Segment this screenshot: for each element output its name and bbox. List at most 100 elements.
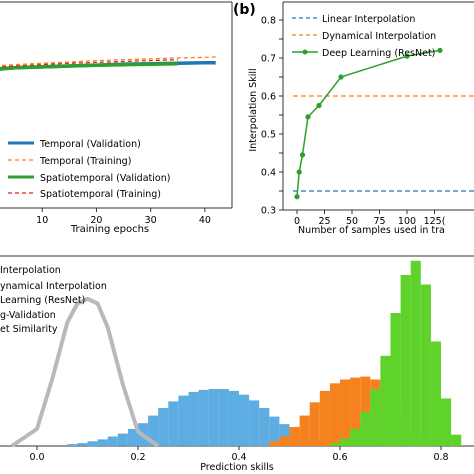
hist-bar-learning-resnet-8: [410, 260, 421, 447]
hist-bar-learning-resnet-11: [441, 398, 452, 446]
series-line-temporal-training: [0, 56, 216, 67]
x-tick-label-10: 10: [36, 215, 48, 226]
panel-a-legend: Temporal (Validation) Temporal (Training…: [8, 139, 170, 200]
series-line-spatiotemporal-validation: [0, 62, 178, 71]
hist-bar-ynamical-interpolation-1: [279, 436, 290, 446]
hist-bar-learning-resnet-0: [329, 443, 340, 446]
hist-bar-interpolation-10: [168, 401, 179, 446]
panel-a-x-ticks: 10 20 30 40: [36, 208, 211, 226]
hist-bar-interpolation-0: [67, 444, 78, 446]
panel-b-y-axis-label: Interpolation Skill: [248, 68, 259, 151]
hist-bar-interpolation-20: [269, 416, 280, 446]
hist-bar-learning-resnet-1: [340, 438, 351, 446]
hist-bar-ynamical-interpolation-9: [360, 376, 371, 446]
series-point-deep-learning-resnet-3: [305, 114, 311, 120]
hist-bar-interpolation-19: [259, 408, 270, 446]
hist-bar-learning-resnet-5: [380, 355, 391, 447]
hist-bar-interpolation-16: [228, 390, 239, 446]
hist-bar-interpolation-1: [77, 443, 88, 446]
hist-bar-interpolation-9: [158, 408, 169, 446]
hist-bar-ynamical-interpolation-3: [299, 415, 310, 446]
panel-b-interpolation-skill: (b) Interpolation Skill 0.30.40.50.60.70…: [233, 1, 474, 236]
hist-bar-interpolation-3: [97, 439, 108, 446]
x-tick-label-0_8: 0.8: [433, 452, 448, 463]
panel-c-series-group: [10, 260, 462, 448]
legend-label-deep-learning: Deep Learning (ResNet): [322, 48, 435, 59]
y-tick-label-0_8: 0.8: [261, 16, 276, 27]
x-tick-label-30: 30: [145, 215, 157, 226]
series-point-deep-learning-resnet-5: [338, 74, 344, 80]
series-line-spatiotemporal-training: [0, 59, 178, 68]
panel-b-series-group: [293, 47, 474, 200]
series-curve-et-similarity: [10, 296, 160, 448]
legend-label-deep-learning-c: Learning (ResNet): [0, 295, 85, 306]
legend-label-similarity-c: et Similarity: [0, 324, 58, 335]
y-tick-label-0_4: 0.4: [261, 168, 276, 179]
x-tick-label-0_6: 0.6: [332, 452, 347, 463]
x-tick-label-0: 0: [294, 216, 300, 227]
hist-bar-ynamical-interpolation-4: [309, 402, 320, 446]
hist-bar-learning-resnet-9: [420, 284, 431, 446]
y-tick-label-0_3: 0.3: [261, 206, 276, 217]
legend-label-validation-c: g-Validation: [0, 310, 56, 321]
series-point-deep-learning-resnet-6: [404, 53, 410, 59]
hist-bar-ynamical-interpolation-7: [340, 379, 351, 446]
legend-label-linear-interpolation: Linear Interpolation: [322, 14, 415, 25]
hist-bar-interpolation-8: [148, 415, 159, 446]
panel-c-prediction-skill-histogram: 0.0 0.2 0.4 0.6 0.8 Prediction skills Interp…: [0, 255, 474, 473]
panel-c-legend: Interpolation ynamical Interpolation Lea…: [0, 265, 107, 335]
hist-bar-interpolation-21: [279, 424, 290, 446]
hist-bar-learning-resnet-6: [390, 313, 401, 446]
x-tick-label-0: 0.0: [29, 452, 44, 463]
x-tick-label-50: 50: [346, 216, 358, 227]
series-line-deep-learning-resnet: [296, 49, 441, 197]
series-point-deep-learning-resnet-2: [299, 152, 306, 158]
hist-bar-interpolation-18: [249, 400, 260, 446]
panel-b-x-ticks: 0 25 50 75 100 125(: [294, 210, 445, 227]
hist-bar-ynamical-interpolation-2: [289, 427, 300, 446]
hist-bar-interpolation-4: [107, 436, 118, 446]
hist-bar-learning-resnet-12: [451, 434, 462, 446]
y-tick-label-0_5: 0.5: [261, 130, 276, 141]
series-point-deep-learning-resnet-7: [437, 47, 443, 54]
hist-bar-learning-resnet-10: [430, 341, 441, 446]
hist-bar-interpolation-2: [87, 441, 98, 447]
panel-c-x-ticks: 0.0 0.2 0.4 0.6 0.8: [29, 446, 449, 463]
hist-bar-learning-resnet-4: [370, 389, 381, 446]
legend-label-temporal-training: Temporal (Training): [39, 156, 131, 167]
panel-b-label: (b): [233, 2, 256, 18]
hist-bar-interpolation-13: [198, 389, 209, 446]
x-tick-label-0_4: 0.4: [231, 452, 246, 463]
legend-label-dynamical-interpolation-c: ynamical Interpolation: [0, 281, 107, 292]
series-point-deep-learning-resnet-4: [316, 102, 322, 109]
hist-bar-learning-resnet-2: [350, 428, 361, 446]
panel-c-x-axis-label: Prediction skills: [200, 462, 274, 473]
hist-bar-interpolation-17: [239, 394, 250, 446]
panel-b-legend: Linear Interpolation Dynamical Interpola…: [292, 14, 436, 59]
panel-a-series-group: [0, 56, 216, 71]
x-tick-label-20: 20: [90, 215, 102, 226]
panel-a-training-curves: 10 20 30 40 Training epochs Temporal (Valid…: [0, 1, 233, 235]
hist-bar-ynamical-interpolation-6: [329, 383, 340, 446]
series-point-deep-learning-resnet-1: [296, 169, 302, 175]
legend-label-linear-interpolation-c: Interpolation: [0, 265, 61, 276]
x-tick-label-25: 25: [318, 216, 330, 227]
hist-bar-interpolation-6: [127, 428, 138, 446]
x-tick-label-0_2: 0.2: [130, 452, 145, 463]
hist-bar-interpolation-11: [178, 395, 189, 446]
hist-bar-ynamical-interpolation-5: [319, 390, 330, 446]
hist-bar-interpolation-15: [218, 389, 229, 446]
hist-bar-ynamical-interpolation-8: [350, 377, 361, 446]
hist-bar-interpolation-5: [117, 433, 128, 446]
panel-a-x-axis-label: Training epochs: [70, 224, 149, 235]
panel-b-x-axis-label: Number of samples used in tra: [298, 225, 445, 236]
hist-bar-interpolation-12: [188, 391, 199, 446]
x-tick-label-40: 40: [199, 215, 211, 226]
legend-label-spatiotemporal-training: Spatiotemporal (Training): [40, 189, 161, 200]
x-tick-label-125: 125(: [424, 216, 446, 227]
legend-label-temporal-validation: Temporal (Validation): [39, 139, 141, 150]
panel-b-y-ticks: 0.3 0.4 0.5 0.6 0.7 0.8: [261, 16, 283, 217]
series-point-deep-learning-resnet-0: [294, 194, 300, 200]
y-tick-label-0_7: 0.7: [261, 54, 276, 65]
